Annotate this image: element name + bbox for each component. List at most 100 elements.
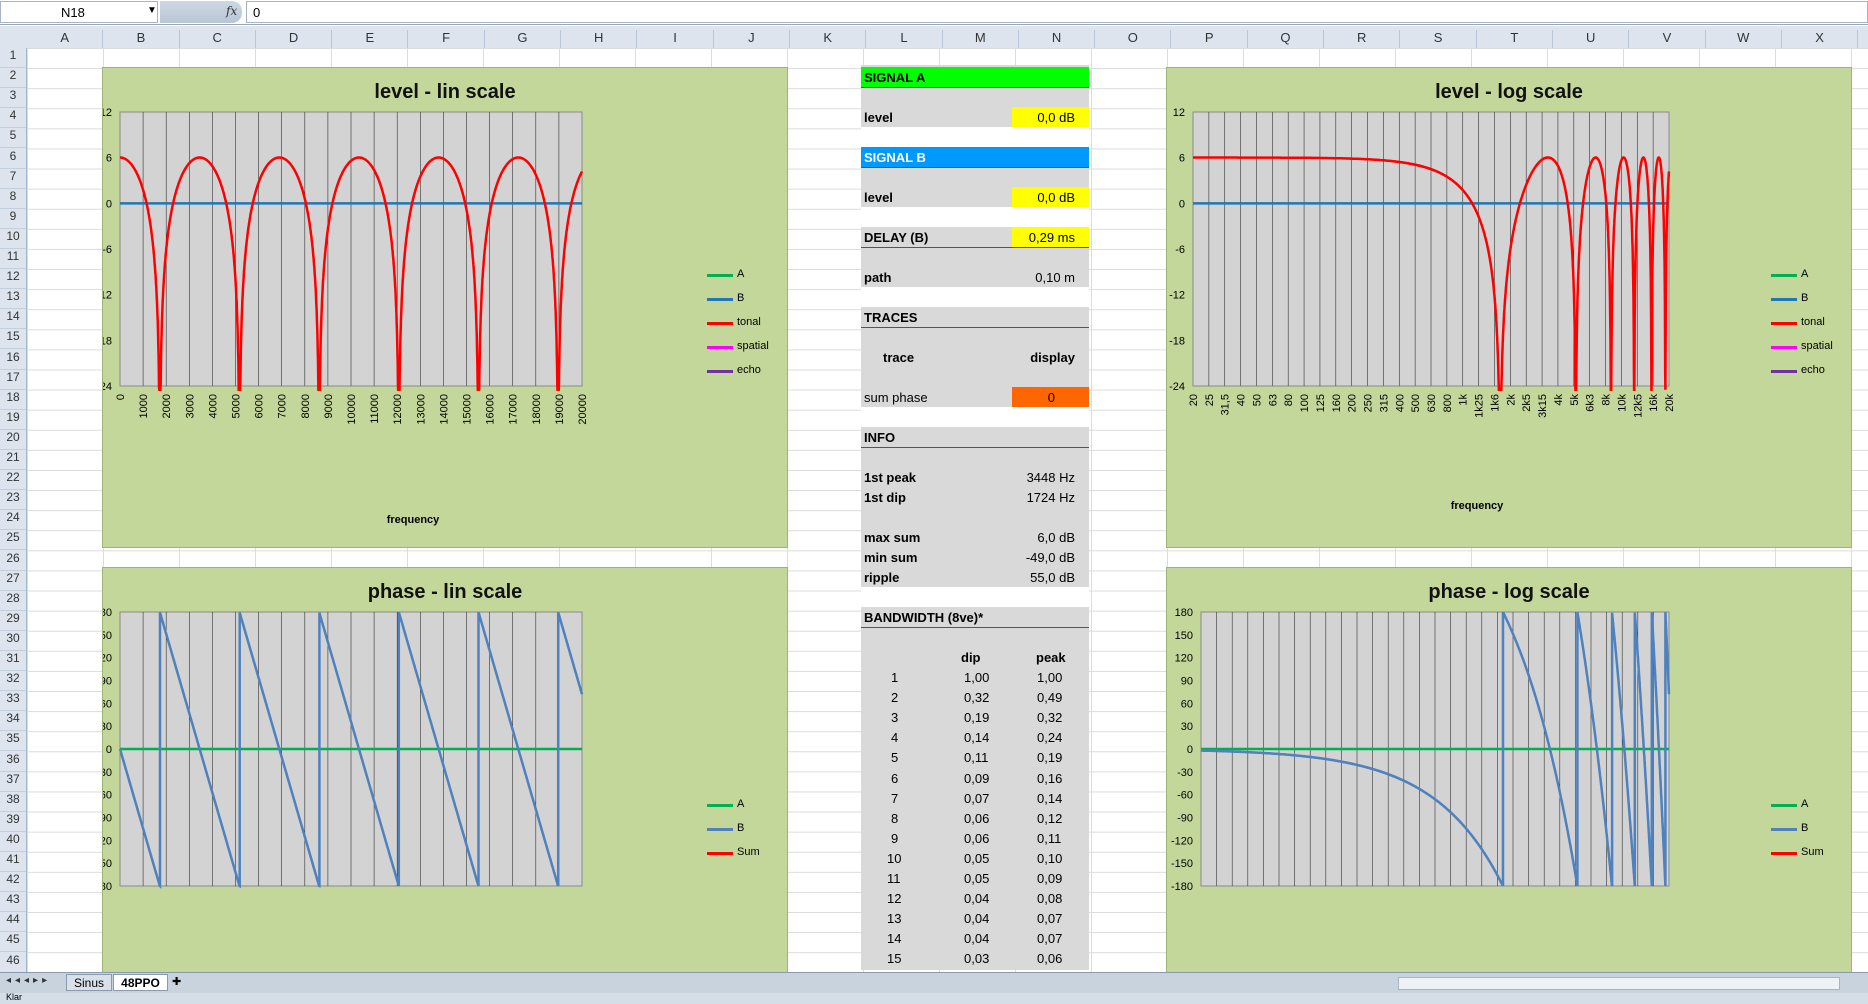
- y-tick-label: 60: [1181, 698, 1193, 710]
- row-header-19[interactable]: 19: [0, 410, 26, 430]
- row-header-22[interactable]: 22: [0, 470, 26, 491]
- row-header-1[interactable]: 1: [0, 48, 26, 69]
- row-header-23[interactable]: 23: [0, 490, 26, 511]
- column-header-i[interactable]: I: [637, 30, 714, 48]
- row-header-43[interactable]: 43: [0, 892, 26, 913]
- column-header-a[interactable]: A: [27, 30, 104, 48]
- function-icon[interactable]: fx: [226, 4, 238, 18]
- row-header-42[interactable]: 42: [0, 872, 26, 893]
- row-header-38[interactable]: 38: [0, 792, 26, 812]
- bw-peak: 0,19: [1037, 750, 1063, 766]
- x-tick-label: 63: [1267, 394, 1279, 406]
- level-a-input[interactable]: [1012, 107, 1089, 127]
- column-header-j[interactable]: J: [714, 30, 790, 48]
- column-header-s[interactable]: S: [1400, 30, 1477, 48]
- row-header-8[interactable]: 8: [0, 189, 26, 209]
- level-b-input[interactable]: [1012, 187, 1089, 207]
- legend-label-a: A: [737, 798, 745, 810]
- row-header-3[interactable]: 3: [0, 88, 26, 109]
- row-header-39[interactable]: 39: [0, 812, 26, 832]
- column-header-m[interactable]: M: [943, 30, 1019, 48]
- bw-dip: 0,04: [964, 911, 990, 927]
- bw-dip: 1,00: [964, 670, 990, 685]
- row-header-41[interactable]: 41: [0, 852, 26, 873]
- column-header-u[interactable]: U: [1553, 30, 1630, 48]
- row-header-13[interactable]: 13: [0, 289, 26, 310]
- row-header-6[interactable]: 6: [0, 149, 26, 169]
- row-header-5[interactable]: 5: [0, 128, 26, 149]
- row-header-17[interactable]: 17: [0, 370, 26, 390]
- row-header-40[interactable]: 40: [0, 832, 26, 852]
- row-header-31[interactable]: 31: [0, 651, 26, 672]
- row-header-44[interactable]: 44: [0, 912, 26, 933]
- row-header-18[interactable]: 18: [0, 390, 26, 410]
- chart-phase-log[interactable]: phase - log scale 180 150 120 90 60 30 0 -30 -60…: [1166, 567, 1852, 979]
- row-header-27[interactable]: 27: [0, 571, 26, 591]
- row-header-32[interactable]: 32: [0, 671, 26, 692]
- row-header-2[interactable]: 2: [0, 68, 26, 89]
- column-header-o[interactable]: O: [1095, 30, 1172, 48]
- column-header-d[interactable]: D: [256, 30, 333, 48]
- y-tick-label: 150: [1175, 630, 1193, 642]
- formula-input[interactable]: 0: [246, 1, 1868, 23]
- row-header-24[interactable]: 24: [0, 510, 26, 531]
- column-header-p[interactable]: P: [1172, 30, 1248, 48]
- column-header-n[interactable]: N: [1019, 30, 1096, 48]
- column-header-b[interactable]: B: [103, 30, 180, 48]
- column-header-v[interactable]: V: [1629, 30, 1706, 48]
- tab-nav-arrows-icon[interactable]: ◂◂◂▸▸: [6, 975, 52, 986]
- column-header-k[interactable]: K: [790, 30, 867, 48]
- first-dip-label: 1st dip: [864, 490, 906, 505]
- status-bar: Klar: [0, 992, 1868, 1004]
- column-header-r[interactable]: R: [1324, 30, 1401, 48]
- row-header-46[interactable]: 46: [0, 953, 26, 973]
- column-header-h[interactable]: H: [561, 30, 638, 48]
- row-header-7[interactable]: 7: [0, 169, 26, 189]
- chart-phase-lin[interactable]: phase - lin scale 180 150 120 90 60 30 0 -30 -60…: [102, 567, 788, 979]
- row-header-14[interactable]: 14: [0, 309, 26, 330]
- sum-phase-row: sum phase 0: [861, 387, 1089, 407]
- row-header-45[interactable]: 45: [0, 932, 26, 953]
- row-header-34[interactable]: 34: [0, 711, 26, 732]
- tab-sinus[interactable]: Sinus: [66, 974, 112, 991]
- row-header-11[interactable]: 11: [0, 249, 26, 270]
- row-header-35[interactable]: 35: [0, 731, 26, 752]
- chart-level-log[interactable]: level - log scale 12 6 0 -6 -12 -18 -24 20 25 31,…: [1166, 67, 1852, 548]
- insert-sheet-icon[interactable]: ✚: [172, 976, 182, 988]
- row-header-37[interactable]: 37: [0, 772, 26, 792]
- column-header-f[interactable]: F: [409, 30, 485, 48]
- chart-level-lin[interactable]: level - lin scale 1260-6-12-18-240100020…: [102, 67, 788, 548]
- bw-index: 7: [891, 790, 899, 806]
- row-header-33[interactable]: 33: [0, 691, 26, 712]
- row-header-25[interactable]: 25: [0, 530, 26, 551]
- bw-peak: 0,09: [1037, 871, 1063, 886]
- name-box[interactable]: N18 ▼: [0, 1, 158, 23]
- row-header-4[interactable]: 4: [0, 108, 26, 129]
- row-header-26[interactable]: 26: [0, 551, 26, 571]
- delay-input[interactable]: [1012, 227, 1089, 247]
- row-header-30[interactable]: 30: [0, 631, 26, 651]
- row-header-36[interactable]: 36: [0, 752, 26, 772]
- column-header-l[interactable]: L: [866, 30, 943, 48]
- chevron-down-icon[interactable]: ▼: [147, 5, 157, 16]
- row-header-9[interactable]: 9: [0, 209, 26, 229]
- horizontal-scrollbar[interactable]: [1398, 977, 1840, 990]
- row-header-15[interactable]: 15: [0, 329, 26, 350]
- column-header-e[interactable]: E: [332, 30, 409, 48]
- row-header-16[interactable]: 16: [0, 350, 26, 370]
- column-header-w[interactable]: W: [1706, 30, 1782, 48]
- row-header-28[interactable]: 28: [0, 591, 26, 611]
- column-header-q[interactable]: Q: [1248, 30, 1325, 48]
- row-header-20[interactable]: 20: [0, 430, 26, 450]
- row-header-21[interactable]: 21: [0, 450, 26, 471]
- sum-phase-input[interactable]: [1012, 387, 1089, 407]
- x-axis-label: frequency: [1450, 500, 1504, 512]
- column-header-t[interactable]: T: [1477, 30, 1553, 48]
- column-header-g[interactable]: G: [485, 30, 562, 48]
- tab-48ppo[interactable]: 48PPO: [113, 974, 168, 991]
- column-header-c[interactable]: C: [180, 30, 256, 48]
- row-header-29[interactable]: 29: [0, 611, 26, 631]
- row-header-10[interactable]: 10: [0, 229, 26, 249]
- column-header-x[interactable]: X: [1782, 30, 1859, 48]
- row-header-12[interactable]: 12: [0, 269, 26, 290]
